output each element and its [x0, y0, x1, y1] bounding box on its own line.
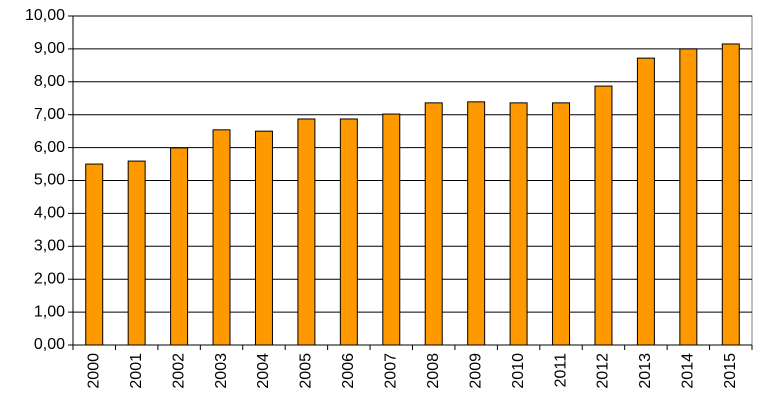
y-tick-label: 1,00 [34, 303, 65, 320]
x-tick-label: 2006 [340, 353, 357, 389]
bar [509, 102, 528, 346]
y-tick-label: 2,00 [34, 270, 65, 287]
y-tick-label: 9,00 [34, 40, 65, 57]
x-tick-label: 2001 [128, 353, 145, 389]
x-tick-label: 2010 [510, 353, 527, 389]
y-tick-label: 6,00 [34, 139, 65, 156]
x-tick-label: 2014 [680, 353, 697, 389]
bar [170, 147, 189, 346]
x-tick-label: 2009 [467, 353, 484, 389]
y-tick-label: 5,00 [34, 172, 65, 189]
x-tick-label: 2007 [383, 353, 400, 389]
x-tick-label: 2002 [170, 353, 187, 389]
x-tick-label: 2004 [255, 353, 272, 389]
x-tick-label: 2000 [85, 353, 102, 389]
bar [297, 118, 316, 346]
bar [594, 85, 613, 346]
bar [254, 130, 273, 346]
y-tick-label: 8,00 [34, 73, 65, 90]
x-tick-label: 2003 [213, 353, 230, 389]
bar [679, 48, 698, 346]
y-tick-label: 0,00 [34, 336, 65, 353]
x-tick-label: 2012 [595, 353, 612, 389]
bar [339, 118, 358, 346]
x-tick-label: 2015 [722, 353, 739, 389]
bar [552, 102, 571, 346]
x-tick-label: 2008 [425, 353, 442, 389]
y-tick-label: 7,00 [34, 106, 65, 123]
bar [424, 102, 443, 346]
x-tick-label: 2011 [552, 353, 569, 388]
y-tick-label: 10,00 [25, 7, 65, 24]
bar [721, 43, 740, 346]
bar [382, 113, 401, 346]
x-tick-label: 2005 [298, 353, 315, 389]
x-tick-label: 2013 [637, 353, 654, 389]
bar [85, 163, 104, 346]
bar [467, 101, 486, 346]
bar [127, 160, 146, 346]
y-tick-label: 4,00 [34, 205, 65, 222]
bar [212, 129, 231, 346]
y-tick-label: 3,00 [34, 238, 65, 255]
bar [636, 57, 655, 346]
